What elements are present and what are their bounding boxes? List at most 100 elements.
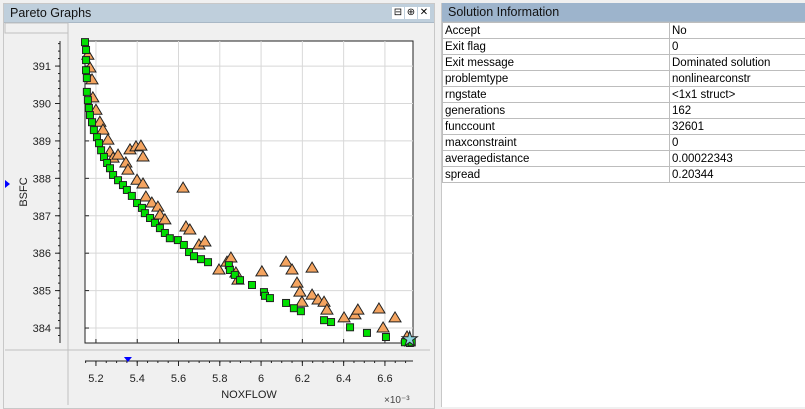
table-row[interactable]: averagedistance 0.00022343 xyxy=(442,150,805,167)
x-tick-label: 5.6 xyxy=(171,373,186,385)
table-row[interactable]: problemtype nonlinearconstr xyxy=(442,70,805,87)
dominated-point xyxy=(290,276,304,288)
dominated-point xyxy=(158,212,172,225)
dominated-point xyxy=(182,223,197,235)
dominated-point xyxy=(101,133,115,145)
pareto-point xyxy=(82,45,91,54)
x-tick-label: 5.4 xyxy=(130,373,145,385)
dominated-point xyxy=(144,196,159,208)
selected-x-marker-icon[interactable] xyxy=(123,357,132,362)
dominated-point xyxy=(337,310,351,323)
dominated-point xyxy=(198,234,212,247)
pareto-point xyxy=(95,139,104,148)
dominated-point xyxy=(121,163,135,175)
close-icon[interactable]: ✕ xyxy=(418,7,430,19)
y-tick-label: 391 xyxy=(33,61,51,73)
pareto-point xyxy=(189,252,198,261)
dominated-point xyxy=(130,173,144,185)
y-tick-label: 386 xyxy=(33,248,51,260)
pareto-point xyxy=(160,228,169,237)
pareto-point xyxy=(265,294,274,303)
undock-icon[interactable]: ⊟ xyxy=(392,7,404,19)
pareto-point xyxy=(296,307,305,316)
selected-y-marker-icon[interactable] xyxy=(5,179,10,188)
x-tick-label: 6.2 xyxy=(295,373,310,385)
x-multiplier: ×10⁻³ xyxy=(384,395,410,406)
pareto-graphs-titlebar: Pareto Graphs ⊟ ⊕ ✕ xyxy=(4,4,434,23)
x-tick-label: 6.6 xyxy=(377,373,392,385)
dominated-point xyxy=(176,181,190,193)
dominated-point xyxy=(136,176,150,189)
dominated-point xyxy=(285,263,299,275)
pareto-point xyxy=(114,176,123,185)
maximize-icon[interactable]: ⊕ xyxy=(405,7,417,19)
panel-title: Solution Information xyxy=(448,5,560,19)
dominated-point xyxy=(212,263,226,275)
pareto-point xyxy=(89,126,98,135)
pareto-point xyxy=(346,323,355,332)
pareto-point xyxy=(81,38,89,47)
y-tick-label: 387 xyxy=(33,211,51,223)
pareto-point xyxy=(185,248,194,257)
y-axis-label: BSFC xyxy=(18,177,30,206)
y-tick-label: 388 xyxy=(33,173,51,185)
pareto-point xyxy=(140,209,149,218)
dominated-point xyxy=(388,310,402,323)
table-row[interactable]: rngstate <1x1 struct> xyxy=(442,86,805,103)
table-row[interactable]: Exit flag 0 xyxy=(442,38,805,55)
table-row[interactable]: Exit message Dominated solution xyxy=(442,54,805,71)
pareto-point xyxy=(122,185,131,194)
property-value: 0.20344 xyxy=(669,166,805,183)
pareto-point xyxy=(155,224,164,233)
pareto-point xyxy=(88,118,97,127)
star-point xyxy=(400,329,419,348)
property-name: rngstate xyxy=(442,86,670,103)
dominated-point xyxy=(372,301,386,314)
pareto-point xyxy=(97,146,106,155)
dominated-point xyxy=(279,255,293,267)
pareto-point xyxy=(362,328,371,337)
dominated-point xyxy=(139,190,153,202)
panel-title: Pareto Graphs xyxy=(10,6,92,20)
property-name: spread xyxy=(442,166,670,183)
property-value: nonlinearconstr xyxy=(669,70,805,87)
axis-strip-corner xyxy=(4,22,69,34)
dominated-point xyxy=(111,148,125,160)
table-row[interactable]: generations 162 xyxy=(442,102,805,119)
pareto-point xyxy=(247,280,256,289)
dominated-point xyxy=(150,200,165,212)
property-name: averagedistance xyxy=(442,150,670,167)
pareto-point xyxy=(173,236,182,245)
table-row[interactable]: spread 0.20344 xyxy=(442,166,805,183)
pareto-point xyxy=(204,258,213,267)
property-value: <1x1 struct> xyxy=(669,86,805,103)
solution-table: Accept No Exit flag 0 Exit message Dominated … xyxy=(442,22,805,183)
pareto-point xyxy=(82,87,91,96)
dominated-point xyxy=(96,123,110,135)
x-tick-label: 5.8 xyxy=(212,373,227,385)
dominated-point xyxy=(305,261,319,273)
dominated-point xyxy=(376,321,390,333)
pareto-point xyxy=(327,318,336,327)
y-tick-label: 385 xyxy=(33,286,51,298)
property-name: generations xyxy=(442,102,670,119)
x-tick-label: 6.4 xyxy=(336,373,351,385)
solution-information-panel: Solution Information Accept No Exit flag 0 E… xyxy=(441,3,805,407)
pareto-point xyxy=(289,304,298,313)
pareto-point xyxy=(133,199,142,208)
x-tick-label: 5.2 xyxy=(88,373,103,385)
dominated-point xyxy=(136,150,150,162)
table-row[interactable]: funccount 32601 xyxy=(442,118,805,135)
y-tick-label: 384 xyxy=(33,323,51,335)
pareto-point xyxy=(236,276,245,285)
x-axis-label: NOXFLOW xyxy=(221,389,277,401)
dominated-point xyxy=(255,264,269,277)
pareto-point xyxy=(127,191,136,200)
property-name: problemtype xyxy=(442,70,670,87)
pareto-point xyxy=(109,170,118,179)
pareto-point xyxy=(146,214,155,223)
y-tick-label: 390 xyxy=(33,98,51,110)
dominated-point xyxy=(292,285,307,297)
dominated-point xyxy=(134,139,148,151)
